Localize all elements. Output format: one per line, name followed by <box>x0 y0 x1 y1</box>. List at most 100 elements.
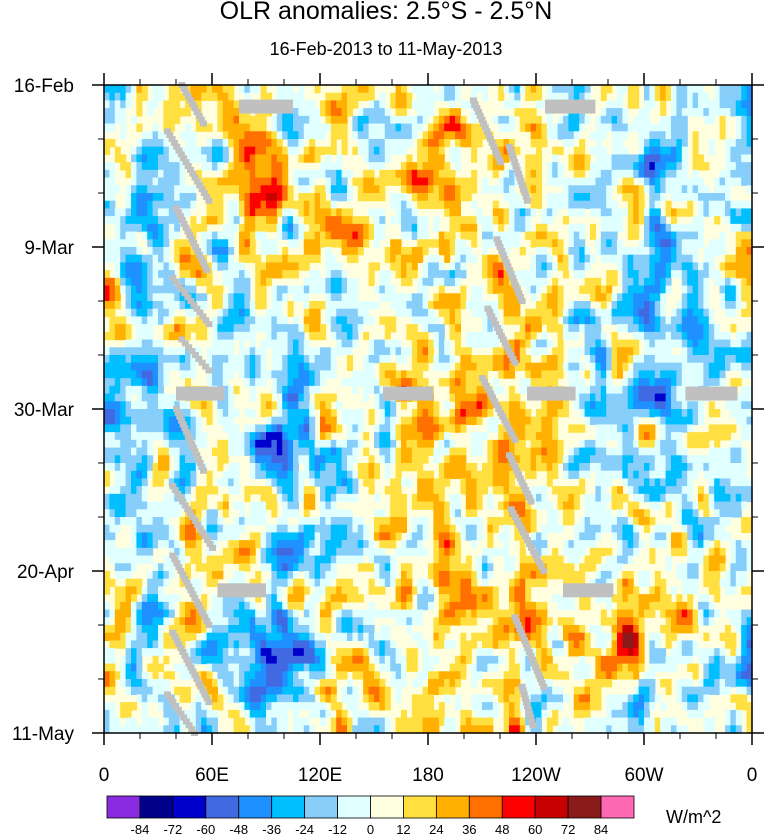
heatmap-cell <box>379 293 386 302</box>
heatmap-cell <box>417 301 424 310</box>
heatmap-cell <box>314 231 321 240</box>
heatmap-cell <box>206 409 213 418</box>
heatmap-cell <box>649 216 656 225</box>
heatmap-cell <box>665 285 672 294</box>
heatmap-cell <box>212 146 218 156</box>
heatmap-cell <box>293 285 299 294</box>
heatmap-cell <box>136 432 143 441</box>
heatmap-cell <box>271 239 278 248</box>
heatmap-cell <box>649 285 656 294</box>
heatmap-cell <box>158 339 164 348</box>
heatmap-cell <box>185 239 191 248</box>
heatmap-cell <box>136 301 143 310</box>
heatmap-cell <box>120 285 127 294</box>
heatmap-cell <box>168 308 175 318</box>
heatmap-cell <box>379 208 386 217</box>
heatmap-cell <box>606 115 613 125</box>
heatmap-cell <box>244 131 251 140</box>
heatmap-cell <box>303 401 310 410</box>
heatmap-cell <box>174 216 181 225</box>
heatmap-cell <box>163 193 170 202</box>
heatmap-cell <box>552 131 559 140</box>
heatmap-cell <box>314 401 321 410</box>
heatmap-cell <box>293 324 299 333</box>
heatmap-cell <box>406 378 413 387</box>
heatmap-cell <box>163 362 170 372</box>
heatmap-cell <box>363 308 370 318</box>
heatmap-cell <box>498 123 505 132</box>
heatmap-cell <box>698 108 704 117</box>
heatmap-cell <box>131 378 137 387</box>
heatmap-cell <box>293 131 299 140</box>
heatmap-cell <box>649 100 656 109</box>
heatmap-cell <box>255 193 262 202</box>
heatmap-cell <box>746 370 753 379</box>
heatmap-cell <box>417 108 424 117</box>
heatmap-cell <box>357 123 364 132</box>
heatmap-cell <box>590 362 596 372</box>
heatmap-cell <box>644 247 650 256</box>
heatmap-cell <box>622 424 629 433</box>
heatmap-cell <box>503 185 510 194</box>
heatmap-cell <box>363 139 370 148</box>
heatmap-cell <box>665 162 672 171</box>
heatmap-cell <box>692 347 699 356</box>
heatmap-cell <box>201 216 208 225</box>
heatmap-cell <box>422 331 429 341</box>
heatmap-cell <box>681 493 688 503</box>
heatmap-cell <box>514 239 521 248</box>
heatmap-cell <box>325 416 332 426</box>
heatmap-cell <box>222 247 229 256</box>
heatmap-cell <box>681 308 688 318</box>
heatmap-cell <box>168 85 175 94</box>
heatmap-cell <box>147 378 154 387</box>
heatmap-cell <box>131 193 137 202</box>
heatmap-cell <box>136 146 143 156</box>
heatmap-cell <box>617 100 623 109</box>
heatmap-cell <box>514 223 521 233</box>
heatmap-cell <box>357 316 364 325</box>
heatmap-cell <box>681 316 688 325</box>
heatmap-cell <box>455 401 461 410</box>
heatmap-cell <box>611 370 618 379</box>
heatmap-cell <box>282 216 289 225</box>
heatmap-cell <box>644 231 650 240</box>
heatmap-cell <box>644 447 650 456</box>
heatmap-cell <box>158 370 164 379</box>
heatmap-cell <box>611 177 618 186</box>
heatmap-cell <box>530 347 537 356</box>
heatmap-cell <box>201 439 208 449</box>
heatmap-cell <box>260 324 267 333</box>
heatmap-cell <box>417 231 424 240</box>
heatmap-cell <box>698 308 704 318</box>
heatmap-cell <box>746 139 753 148</box>
heatmap-cell <box>627 355 634 364</box>
heatmap-cell <box>206 401 213 410</box>
heatmap-cell <box>309 100 316 109</box>
heatmap-cell <box>471 169 478 179</box>
heatmap-cell <box>287 92 294 102</box>
heatmap-cell <box>104 100 110 109</box>
heatmap-cell <box>401 463 407 472</box>
heatmap-cell <box>465 463 472 472</box>
heatmap-cell <box>298 208 305 217</box>
heatmap-cell <box>714 100 721 109</box>
heatmap-cell <box>735 331 742 341</box>
heatmap-cell <box>606 401 613 410</box>
heatmap-cell <box>217 370 224 379</box>
heatmap-cell <box>249 339 256 348</box>
heatmap-cell <box>676 339 683 348</box>
heatmap-cell <box>428 146 434 156</box>
heatmap-cell <box>125 339 132 348</box>
heatmap-cell <box>411 301 418 310</box>
heatmap-cell <box>314 324 321 333</box>
heatmap-cell <box>114 146 121 156</box>
heatmap-cell <box>600 123 607 132</box>
heatmap-cell <box>692 370 699 379</box>
heatmap-cell <box>503 270 510 279</box>
heatmap-cell <box>698 216 704 225</box>
heatmap-cell <box>514 393 521 402</box>
heatmap-cell <box>433 177 440 186</box>
heatmap-cell <box>249 385 256 395</box>
heatmap-cell <box>654 493 661 503</box>
